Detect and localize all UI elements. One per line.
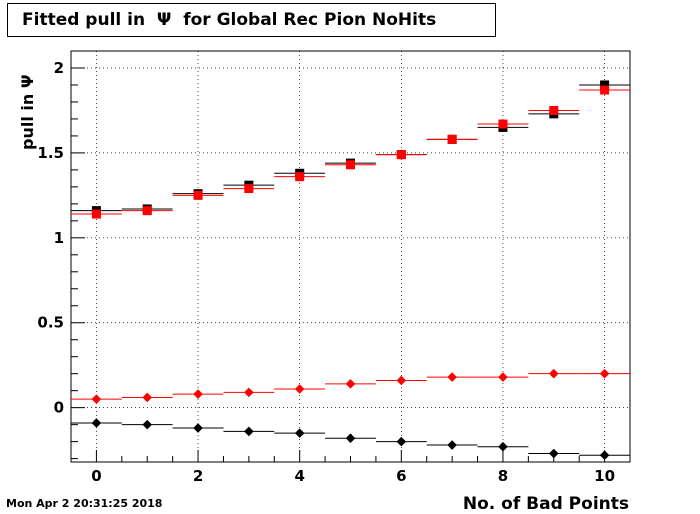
data-point [396,150,406,160]
data-point [599,450,610,461]
marks [71,80,630,461]
grid [71,51,630,462]
series-0 [71,80,630,216]
data-point [447,372,457,382]
data-point [142,206,152,216]
data-point [193,423,203,433]
data-point [91,394,102,404]
data-point [295,172,305,182]
series-1 [71,85,630,219]
data-point [91,209,101,219]
x-tick-label: 2 [193,467,203,485]
data-point [548,368,559,379]
x-tick-label: 4 [294,467,304,485]
data-point [244,426,254,437]
series-2 [71,368,630,404]
data-point [345,379,356,389]
data-point [142,419,153,430]
data-point [447,440,457,450]
data-point [498,119,508,129]
data-point [91,418,102,428]
data-point [549,105,559,115]
data-point [244,184,254,194]
data-point [193,190,203,200]
data-point [600,80,610,90]
data-point [193,389,203,399]
data-point [346,160,355,170]
y-tick-label: 1.5 [37,144,64,162]
x-axis-label: No. of Bad Points [463,494,629,514]
y-tick-label: 1 [54,229,64,247]
data-point [142,392,153,403]
chart-title: Fitted pull in Ψ for Global Rec Pion NoH… [22,10,437,30]
data-point [498,372,508,382]
x-tick-label: 6 [396,467,406,485]
data-point [345,433,356,444]
x-tick-label: 0 [91,467,101,485]
data-point [294,384,305,394]
x-tick-label: 8 [498,467,508,485]
data-point [599,368,610,379]
y-axis-label: pull in Ψ [18,75,37,150]
y-tick-label: 0.5 [37,314,64,332]
data-point [396,436,407,447]
timestamp: Mon Apr 2 20:31:25 2018 [6,497,163,510]
data-point [498,441,508,452]
data-point [447,134,457,144]
data-point [548,448,559,459]
series-3 [71,418,630,461]
axes: 0 2 4 6 8 10 0 0.5 1 1.5 2 [37,50,615,485]
data-point [396,375,407,386]
x-tick-label: 10 [594,467,615,485]
data-point [294,428,305,438]
data-point [600,85,610,95]
chart-title-box: Fitted pull in Ψ for Global Rec Pion NoH… [7,3,496,37]
y-tick-label: 2 [54,59,64,77]
plot-frame [70,50,631,463]
data-point [244,387,254,398]
y-tick-label: 0 [54,399,64,417]
